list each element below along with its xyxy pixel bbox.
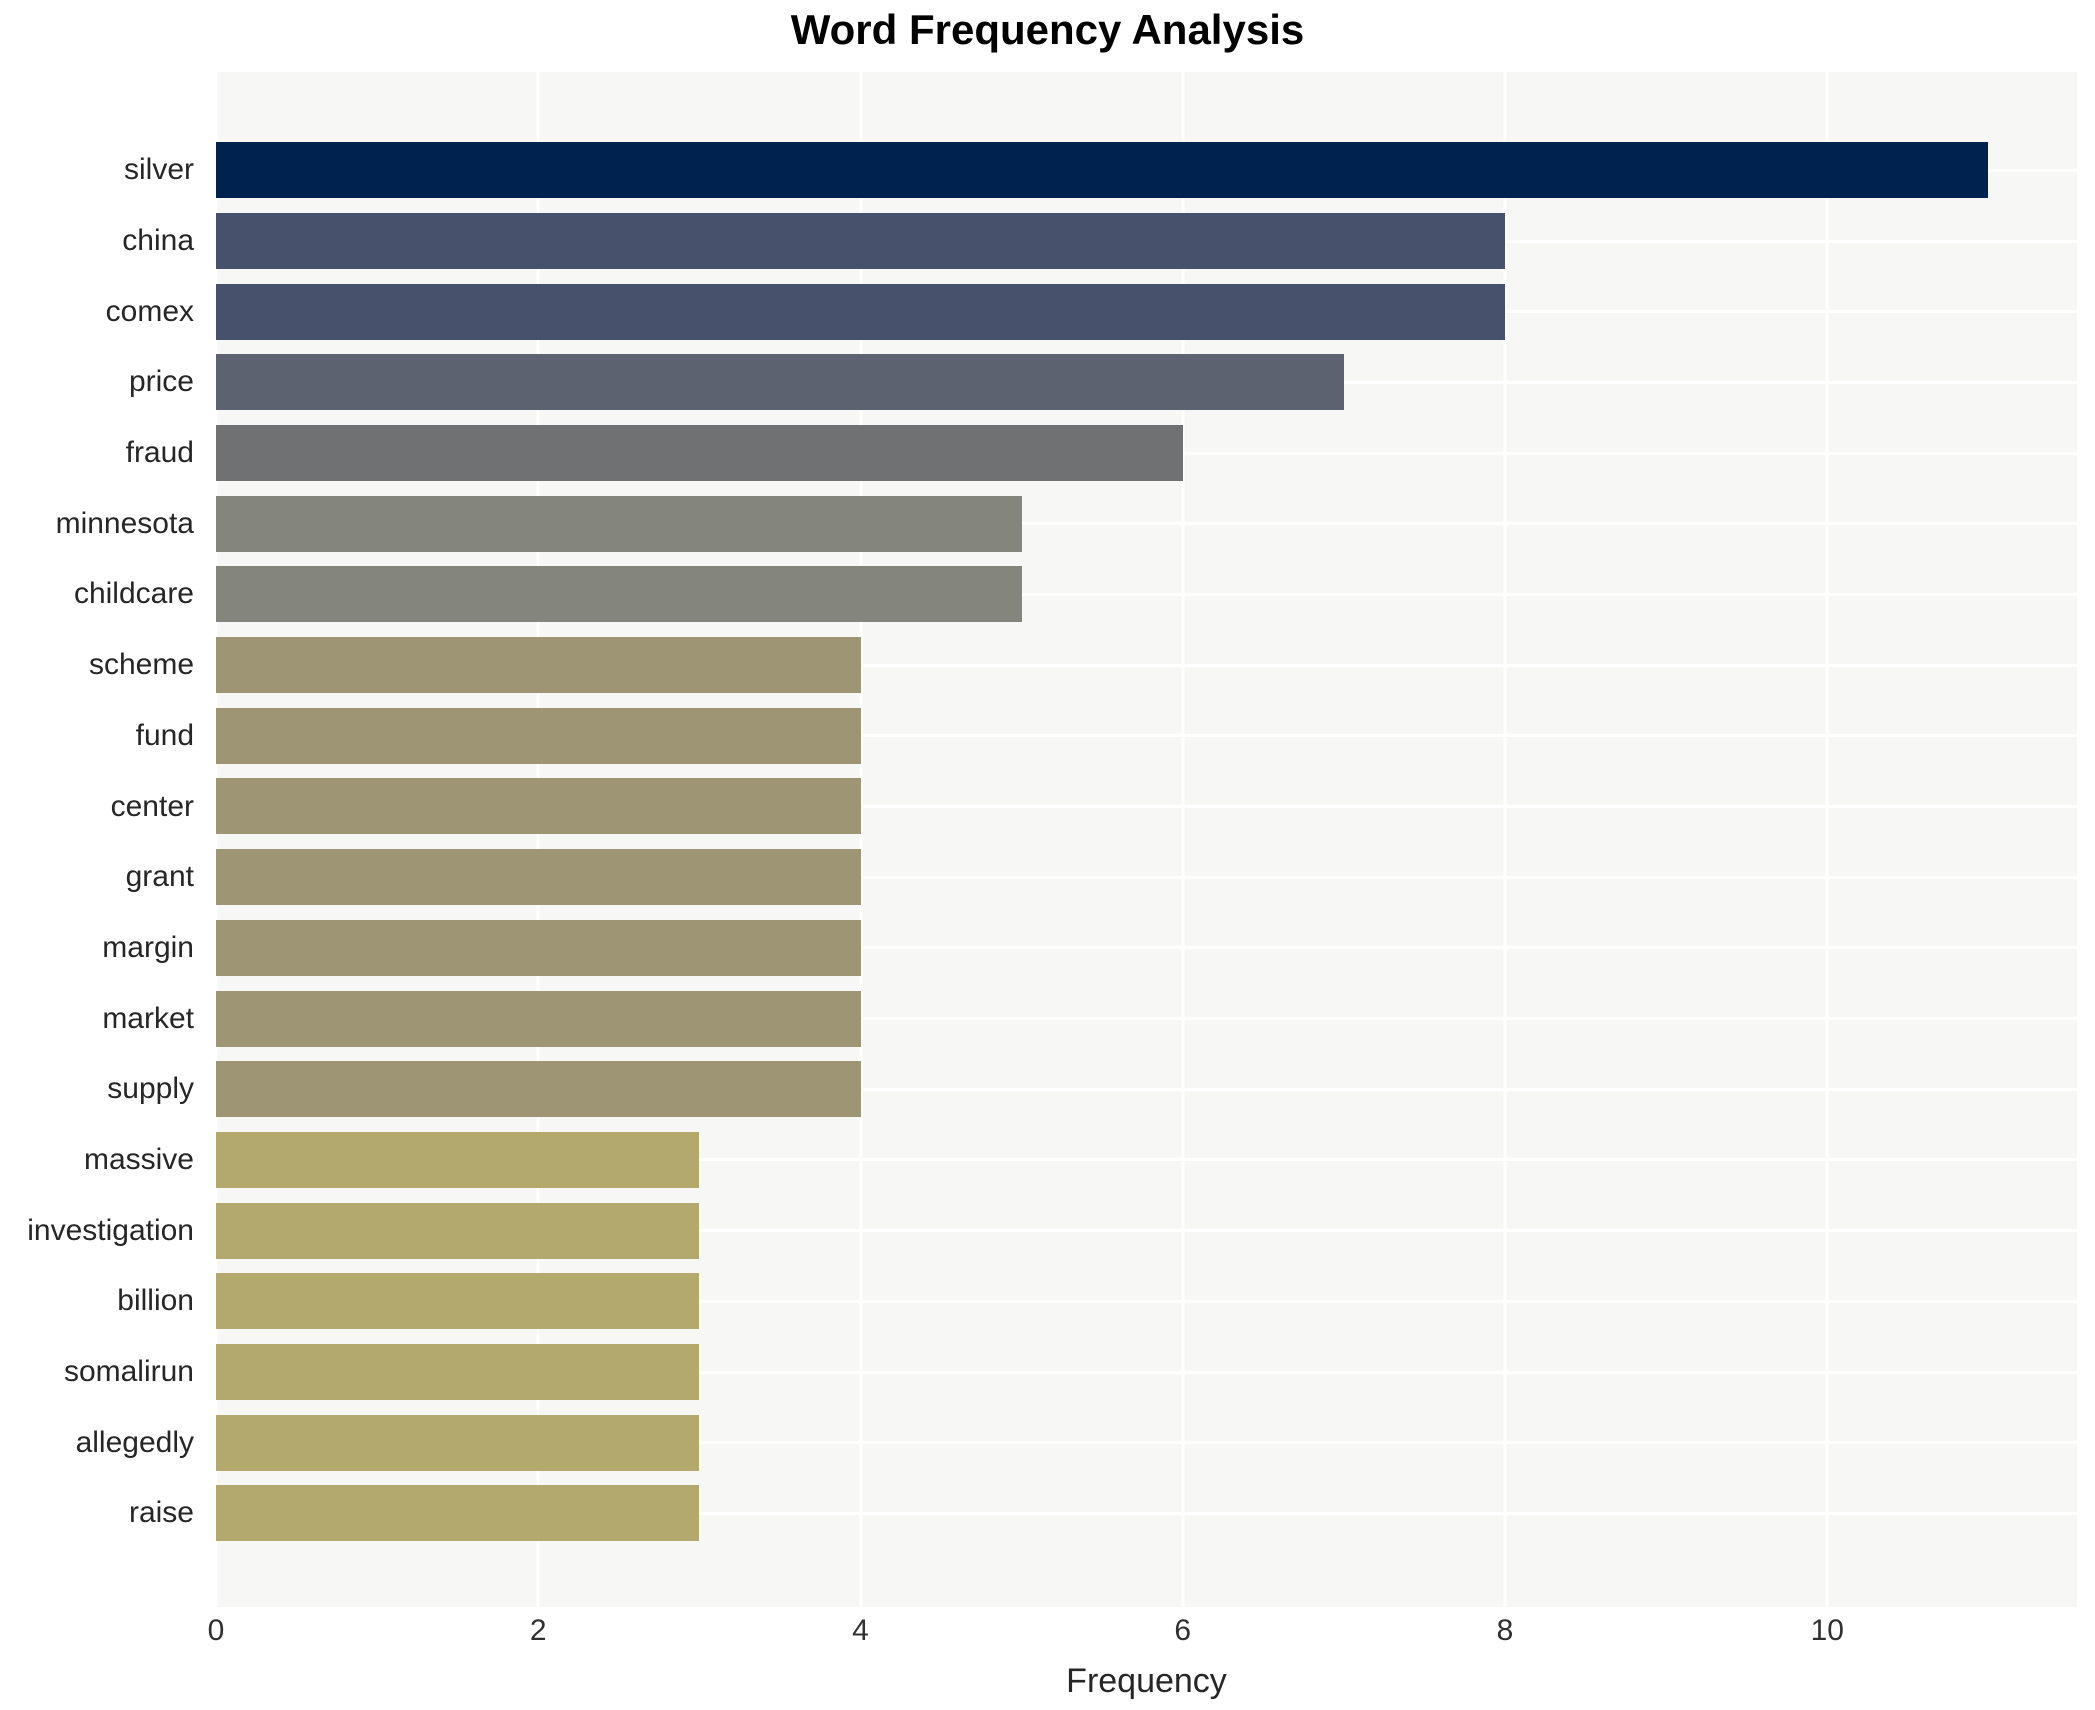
bar-minnesota: [216, 495, 1022, 552]
x-tick-6: 6: [1174, 1614, 1192, 1647]
bar-row: [216, 488, 2077, 559]
bar-row: [216, 1054, 2077, 1125]
bar-row: [216, 842, 2077, 913]
bar-grant: [216, 849, 861, 906]
bar-row: [216, 1125, 2077, 1196]
x-tick-10: 10: [1810, 1614, 1844, 1647]
gridline-x-2: [536, 72, 540, 1607]
y-axis-label-market: market: [102, 1001, 194, 1035]
bar-china: [216, 212, 1505, 269]
bar-market: [216, 990, 861, 1047]
bar-somalirun: [216, 1343, 700, 1400]
gridline-y: [216, 663, 2077, 667]
y-axis-label-supply: supply: [107, 1072, 194, 1106]
bar-rows: [216, 135, 2077, 1549]
x-axis-label: Frequency: [1066, 1662, 1227, 1700]
bar-row: [216, 630, 2077, 701]
bar-billion: [216, 1273, 700, 1330]
y-axis-label-grant: grant: [125, 860, 194, 894]
gridline-y: [216, 522, 2077, 526]
gridline-y: [216, 734, 2077, 738]
bar-supply: [216, 1061, 861, 1118]
bar-row: [216, 701, 2077, 772]
bar-row: [216, 983, 2077, 1054]
bar-row: [216, 1266, 2077, 1337]
bar-row: [216, 418, 2077, 489]
y-axis-label-raise: raise: [128, 1496, 194, 1530]
bar-row: [216, 1195, 2077, 1266]
y-axis-label-price: price: [128, 365, 194, 399]
bar-center: [216, 778, 861, 835]
x-axis-ticks: 0 2 4 6 8 10: [208, 1614, 2077, 1654]
gridline-y: [216, 1511, 2077, 1515]
gridline-x-0: [214, 72, 218, 1607]
bar-massive: [216, 1131, 700, 1188]
y-axis-label-silver: silver: [123, 153, 194, 187]
bar-row: [216, 913, 2077, 984]
gridline-y: [216, 1017, 2077, 1021]
gridline-x-10: [1825, 72, 1829, 1607]
bar-margin: [216, 919, 861, 976]
bar-investigation: [216, 1202, 700, 1259]
bar-row: [216, 771, 2077, 842]
bar-row: [216, 347, 2077, 418]
y-axis-label-billion: billion: [117, 1284, 194, 1318]
gridline-x-6: [1181, 72, 1185, 1607]
gridline-x-8: [1503, 72, 1507, 1607]
gridline-y: [216, 592, 2077, 596]
bar-comex: [216, 283, 1505, 340]
bar-row: [216, 1337, 2077, 1408]
bar-row: [216, 559, 2077, 630]
gridline-y: [216, 1158, 2077, 1162]
gridline-y: [216, 805, 2077, 809]
bar-silver: [216, 142, 1989, 199]
bar-scheme: [216, 637, 861, 694]
bar-allegedly: [216, 1414, 700, 1471]
bar-row: [216, 135, 2077, 206]
bar-fraud: [216, 425, 1183, 482]
bar-row: [216, 1407, 2077, 1478]
gridline-y: [216, 1299, 2077, 1303]
chart-title: Word Frequency Analysis: [790, 6, 1305, 53]
y-axis-label-childcare: childcare: [73, 577, 194, 611]
bar-price: [216, 354, 1344, 411]
x-tick-0: 0: [207, 1614, 225, 1647]
gridline-y: [216, 1441, 2077, 1445]
x-tick-4: 4: [852, 1614, 869, 1647]
gridline-y: [216, 875, 2077, 879]
y-axis-label-center: center: [110, 789, 194, 823]
gridline-y: [216, 1087, 2077, 1091]
gridline-y: [216, 946, 2077, 950]
bar-fund: [216, 707, 861, 764]
y-axis-labels: silver china comex price fraud minnesota child…: [0, 135, 204, 1549]
x-tick-8: 8: [1496, 1614, 1514, 1647]
y-axis-label-allegedly: allegedly: [75, 1425, 194, 1459]
y-axis-label-massive: massive: [83, 1142, 194, 1176]
y-axis-label-minnesota: minnesota: [55, 506, 194, 540]
bar-childcare: [216, 566, 1022, 623]
y-axis-label-scheme: scheme: [88, 648, 194, 682]
y-axis-label-fraud: fraud: [125, 436, 194, 470]
bar-row: [216, 206, 2077, 277]
gridline-x-4: [859, 72, 862, 1607]
bar-raise: [216, 1485, 700, 1542]
bar-row: [216, 276, 2077, 347]
x-tick-2: 2: [529, 1614, 547, 1647]
bar-row: [216, 1478, 2077, 1549]
plot-area: [214, 72, 2077, 1607]
gridline-y: [216, 1370, 2077, 1374]
y-axis-label-somalirun: somalirun: [63, 1355, 194, 1389]
y-axis-label-margin: margin: [102, 930, 194, 964]
y-axis-label-fund: fund: [135, 718, 194, 752]
y-axis-label-china: china: [122, 224, 194, 258]
y-axis-label-comex: comex: [105, 294, 194, 328]
gridline-y: [216, 1229, 2077, 1233]
y-axis-label-investigation: investigation: [27, 1213, 194, 1247]
